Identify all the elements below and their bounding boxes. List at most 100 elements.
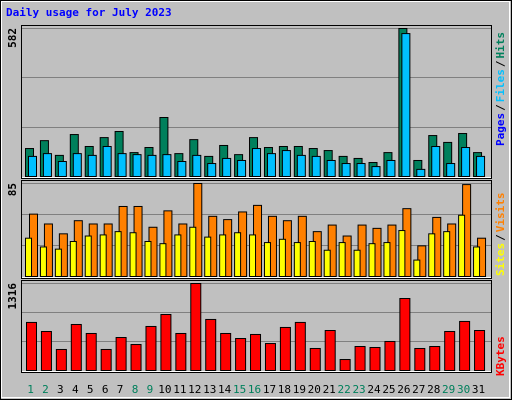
x-tick-label: 13 (203, 383, 216, 396)
bar (100, 348, 112, 371)
bar (175, 332, 187, 372)
bar (25, 237, 32, 278)
legend-separator: / (494, 60, 507, 67)
bar (354, 346, 366, 372)
bar (398, 230, 406, 277)
legend-entry: KBytes (494, 336, 507, 376)
bar (220, 332, 232, 372)
x-tick-label: 22 (338, 383, 351, 396)
legend-entry: Pages (494, 113, 507, 146)
bar (279, 326, 291, 372)
bar (69, 240, 77, 277)
bar (234, 232, 242, 277)
bar (308, 240, 316, 277)
legend: Sites /Visits (494, 193, 507, 277)
plot-area (21, 280, 492, 373)
bar (72, 153, 82, 178)
x-tick-label: 23 (352, 383, 365, 396)
bar (192, 154, 202, 177)
bar (70, 323, 82, 372)
bar (294, 321, 306, 371)
bar (117, 153, 127, 178)
bar (413, 259, 421, 277)
bar (147, 154, 157, 177)
bar (443, 231, 451, 277)
bar (57, 160, 67, 178)
x-tick-label: 27 (412, 383, 425, 396)
legend-separator: / (494, 234, 507, 241)
x-tick-label: 28 (427, 383, 440, 396)
bar (115, 337, 127, 371)
bar (356, 163, 366, 178)
bar (338, 242, 346, 277)
x-tick-label: 31 (472, 383, 485, 396)
bar (84, 235, 92, 278)
bar (190, 283, 202, 371)
bar (160, 314, 172, 371)
bar (476, 155, 486, 178)
x-tick-label: 10 (158, 383, 171, 396)
x-tick-label: 18 (278, 383, 291, 396)
bar (26, 321, 37, 371)
y-tick-label: 1316 (6, 283, 19, 310)
bar (235, 338, 247, 372)
bar (87, 154, 97, 177)
bar (368, 243, 376, 277)
bar (249, 234, 257, 277)
bar (54, 248, 62, 278)
x-tick-label: 4 (72, 383, 79, 396)
bar (293, 242, 301, 277)
bar (28, 155, 37, 178)
bar (207, 163, 217, 178)
bar (252, 148, 262, 178)
bar (132, 154, 142, 177)
bar (309, 347, 321, 372)
x-tick-label: 17 (263, 383, 276, 396)
bar (428, 233, 436, 277)
x-tick-label: 12 (188, 383, 201, 396)
bar (189, 226, 197, 278)
bar (369, 346, 381, 372)
bar (324, 330, 336, 371)
x-tick-label: 1 (27, 383, 34, 396)
x-tick-label: 3 (57, 383, 64, 396)
bar (264, 343, 276, 371)
bar (386, 159, 396, 178)
bar (222, 157, 232, 178)
legend: Pages/Files/Hits (494, 32, 507, 146)
bar (473, 246, 481, 277)
bar (311, 155, 321, 178)
x-tick-label: 7 (117, 383, 124, 396)
bar (40, 330, 52, 372)
bar (444, 330, 456, 372)
bar (416, 168, 426, 178)
legend-entry: Files (494, 69, 507, 102)
bar (219, 234, 227, 277)
bar (353, 249, 361, 278)
x-tick-label: 5 (87, 383, 94, 396)
bar (145, 325, 157, 372)
bar (159, 243, 167, 277)
bar (42, 153, 52, 178)
bar (114, 231, 122, 277)
x-tick-label: 24 (367, 383, 381, 396)
bar (401, 33, 411, 178)
x-tick-label: 20 (308, 383, 321, 396)
bar (39, 246, 47, 277)
y-tick-label: 85 (6, 183, 19, 196)
x-tick-label: 8 (132, 383, 139, 396)
chart-title: Daily usage for July 2023 (6, 6, 172, 19)
bar (204, 236, 212, 278)
legend-entry: Visits (494, 193, 507, 233)
bar (326, 159, 336, 178)
bar (474, 330, 486, 371)
bar (205, 318, 217, 372)
bar (281, 150, 291, 178)
bar (414, 347, 426, 372)
bar (85, 332, 97, 372)
bar (384, 340, 396, 372)
bar (459, 320, 471, 371)
x-tick-label: 25 (382, 383, 395, 396)
bar (296, 154, 306, 177)
